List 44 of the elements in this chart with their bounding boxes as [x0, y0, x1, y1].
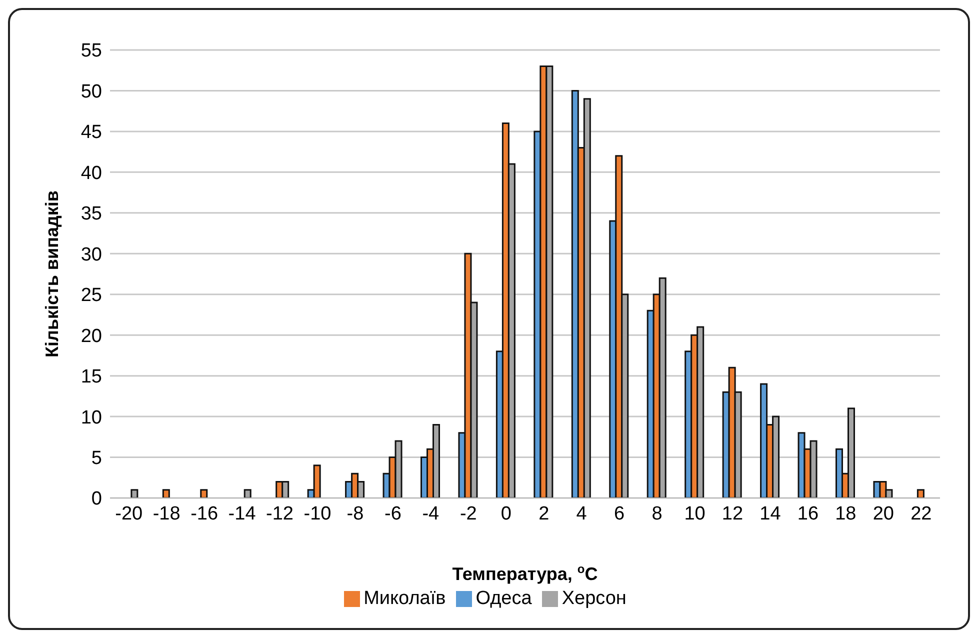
y-tick-label: 10	[80, 407, 102, 428]
x-tick-label: 2	[538, 503, 550, 524]
x-tick-label: -12	[266, 503, 294, 524]
x-tick-label: 20	[872, 503, 894, 524]
x-tick-label: -4	[422, 503, 440, 524]
bar	[916, 489, 924, 498]
x-tick-label: -18	[152, 503, 180, 524]
y-tick-label: 15	[80, 366, 102, 388]
x-tick-label: 18	[835, 503, 856, 524]
x-tick-label: 10	[684, 503, 706, 524]
y-tick-label: 55	[80, 40, 102, 62]
y-tick-label: 50	[80, 81, 102, 102]
x-tick-label: -6	[384, 503, 402, 524]
y-tick-label: 20	[80, 326, 102, 347]
x-tick-label: 12	[722, 503, 744, 524]
bar	[200, 489, 208, 498]
x-tick-label: -10	[304, 503, 332, 524]
x-tick-label: 16	[797, 503, 819, 524]
legend-label: Одеса	[476, 588, 532, 609]
x-tick-label: -2	[460, 503, 477, 524]
x-tick-label: -14	[228, 503, 256, 524]
x-tick-label: 6	[614, 503, 625, 524]
y-axis-title: Кількість випадків	[42, 190, 62, 358]
y-tick-label: 40	[80, 162, 102, 184]
x-tick-label: -20	[115, 503, 143, 524]
x-tick-label: -8	[346, 503, 364, 524]
bar	[244, 489, 252, 498]
bar	[162, 489, 170, 498]
x-axis-title: Температура, $^{o}$C	[452, 562, 598, 584]
x-tick-label: -16	[190, 503, 218, 524]
y-tick-label: 45	[80, 122, 102, 144]
x-tick-label: 4	[576, 503, 588, 524]
x-tick-label: 22	[910, 503, 932, 524]
y-tick-label: 25	[80, 285, 102, 306]
legend-label: Херсон	[562, 588, 626, 609]
x-tick-label: 8	[652, 503, 662, 524]
legend-label: Миколаїв	[364, 588, 446, 609]
bar	[130, 489, 138, 498]
y-tick-label: 0	[91, 488, 102, 510]
y-tick-label: 5	[91, 448, 102, 470]
x-tick-label: 0	[500, 503, 512, 524]
y-tick-label: 30	[80, 244, 102, 266]
y-tick-label: 35	[80, 204, 102, 225]
x-tick-label: 14	[760, 503, 782, 524]
